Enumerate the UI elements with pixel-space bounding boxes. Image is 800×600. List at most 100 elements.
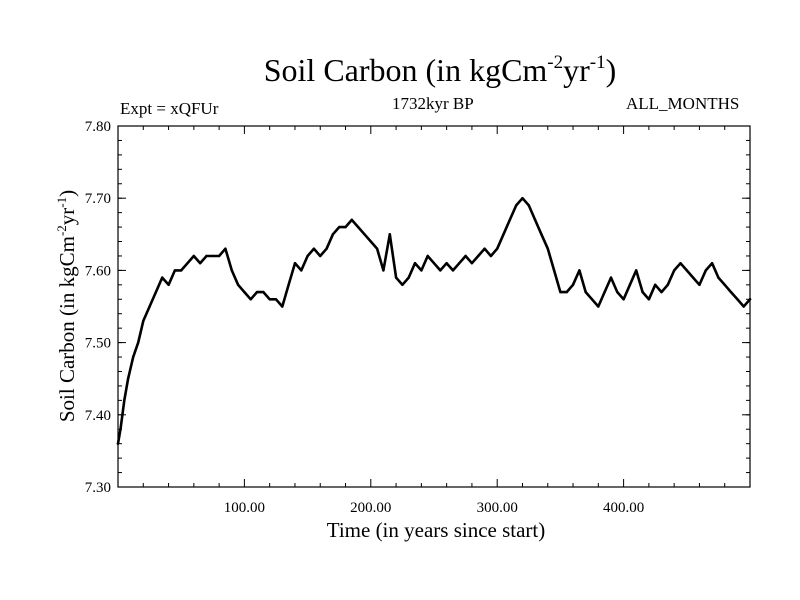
data-point <box>338 225 341 229</box>
y-tick-label: 7.70 <box>85 191 111 207</box>
data-point <box>249 298 252 301</box>
data-point <box>451 269 455 272</box>
data-point <box>281 305 284 308</box>
data-point <box>319 254 322 258</box>
data-point <box>647 298 651 301</box>
data-point <box>119 428 122 431</box>
data-point <box>691 276 695 279</box>
data-point <box>255 290 259 294</box>
data-point <box>167 283 170 287</box>
data-point <box>186 261 189 265</box>
data-point <box>268 298 271 301</box>
data-point <box>262 290 265 294</box>
data-point <box>230 269 233 272</box>
data-point <box>154 290 158 294</box>
x-tick-label: 300.00 <box>477 500 518 516</box>
data-point <box>590 298 594 301</box>
data-point <box>533 218 537 222</box>
data-point <box>116 442 120 445</box>
data-point <box>584 290 587 294</box>
data-point <box>552 269 556 272</box>
data-point <box>388 233 391 236</box>
data-point <box>742 305 745 308</box>
data-point <box>420 269 423 272</box>
data-point <box>464 254 467 258</box>
x-axis-label: Time (in years since start) <box>327 518 546 542</box>
data-point <box>616 290 619 294</box>
y-tick-label: 7.80 <box>85 119 111 135</box>
data-point <box>666 283 670 287</box>
data-point <box>356 225 360 229</box>
data-point <box>489 254 493 258</box>
data-point <box>628 283 632 287</box>
data-point <box>641 290 644 294</box>
months-label: ALL_MONTHS <box>626 94 740 113</box>
data-point <box>243 290 246 294</box>
data-point <box>672 269 676 272</box>
data-point <box>148 305 151 308</box>
plot-frame <box>117 125 751 488</box>
data-point <box>217 254 221 258</box>
data-point <box>312 247 316 250</box>
data-point <box>603 290 606 294</box>
data-point <box>654 283 657 287</box>
data-point <box>375 247 379 250</box>
data-point <box>717 276 720 279</box>
data-point <box>729 290 733 294</box>
x-tick-label: 200.00 <box>350 500 391 516</box>
data-point <box>571 283 575 287</box>
data-point <box>224 247 227 250</box>
data-point <box>502 233 505 236</box>
data-point <box>236 283 240 287</box>
data-point <box>137 341 140 344</box>
series-line <box>116 196 752 446</box>
data-point <box>344 225 347 229</box>
data-point <box>401 283 404 287</box>
data-point <box>514 204 518 207</box>
data-point <box>546 247 549 250</box>
data-point <box>458 261 461 265</box>
data-point <box>527 204 530 207</box>
data-point <box>131 355 135 359</box>
data-point <box>300 269 303 272</box>
data-point <box>407 276 410 279</box>
chart-title: Soil Carbon (in kgCm-2yr-1) <box>263 52 617 88</box>
data-point <box>521 197 524 200</box>
data-point <box>173 269 177 272</box>
data-point <box>198 261 202 265</box>
data-point <box>331 233 335 236</box>
data-point <box>126 377 130 380</box>
data-point <box>748 298 752 301</box>
y-tick-label: 7.40 <box>85 408 111 424</box>
y-axis-label: Soil Carbon (in kgCm-2yr-1) <box>54 190 79 422</box>
data-point <box>123 399 126 402</box>
data-point <box>685 269 688 272</box>
data-point <box>350 218 354 222</box>
data-point <box>306 254 309 258</box>
data-point <box>287 283 290 287</box>
y-tick-label: 7.60 <box>85 263 111 279</box>
data-point <box>698 283 701 287</box>
data-point <box>432 261 436 265</box>
data-point <box>477 254 480 258</box>
data-point <box>508 218 512 222</box>
data-point <box>161 276 164 279</box>
data-point <box>211 254 214 258</box>
data-point <box>704 269 707 272</box>
data-point <box>325 247 328 250</box>
data-point <box>559 290 562 294</box>
data-point <box>205 254 208 258</box>
data-point <box>470 261 474 265</box>
data-point <box>363 233 366 236</box>
period-label: 1732kyr BP <box>392 94 474 113</box>
data-point <box>622 298 625 301</box>
data-point <box>609 276 613 279</box>
data-point <box>660 290 663 294</box>
data-point <box>394 276 398 279</box>
data-point <box>445 261 448 265</box>
data-point <box>496 247 499 250</box>
data-point <box>483 247 486 250</box>
data-point <box>578 269 581 272</box>
data-point <box>382 269 385 272</box>
